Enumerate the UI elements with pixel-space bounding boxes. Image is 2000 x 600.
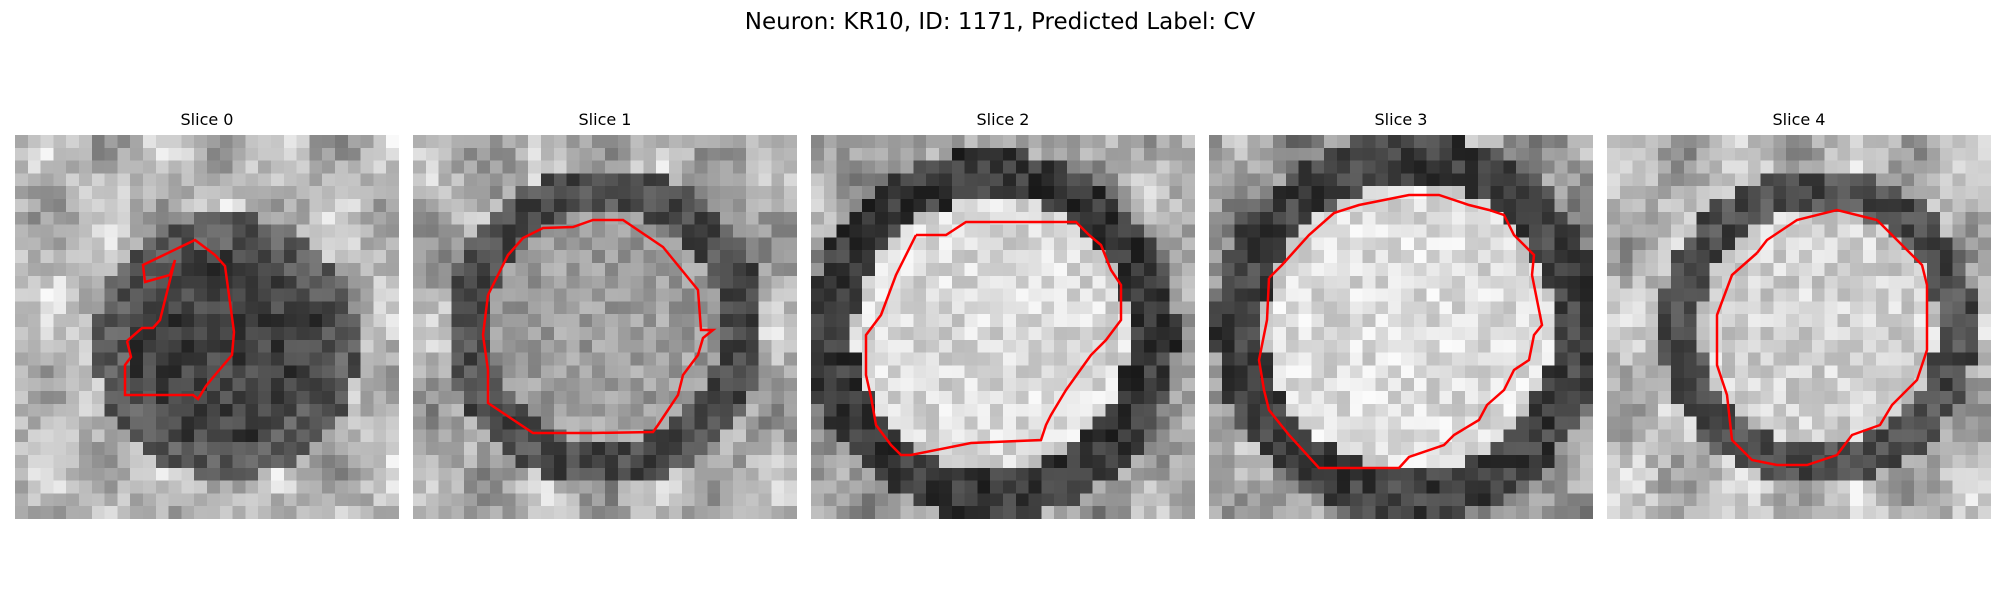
contour-line [864, 220, 1123, 457]
microscopy-image [413, 135, 797, 519]
slice-title: Slice 2 [976, 110, 1030, 129]
figure-title: Neuron: KR10, ID: 1171, Predicted Label:… [744, 9, 1256, 35]
microscopy-image [15, 135, 399, 519]
roi-contour [1257, 193, 1544, 470]
slice-panel-3: Slice 3 [1209, 110, 1593, 519]
roi-contour [123, 238, 236, 401]
contour-line [123, 238, 236, 401]
slice-title: Slice 0 [180, 110, 234, 129]
slice-image [1209, 135, 1593, 519]
slice-panel-0: Slice 0 [15, 110, 399, 519]
slice-panel-1: Slice 1 [413, 110, 797, 519]
microscopy-image [1209, 135, 1593, 519]
slice-title: Slice 1 [578, 110, 632, 129]
roi-contour [1715, 208, 1929, 467]
contour-line [1715, 208, 1929, 467]
slice-title: Slice 3 [1374, 110, 1428, 129]
contour-line [1257, 193, 1544, 470]
slice-image [413, 135, 797, 519]
slice-image [1607, 135, 1991, 519]
slice-image [811, 135, 1195, 519]
roi-contour [864, 220, 1123, 457]
slice-panel-4: Slice 4 [1607, 110, 1991, 519]
roi-contour [481, 218, 717, 435]
contour-line [481, 218, 717, 435]
slice-title: Slice 4 [1772, 110, 1826, 129]
slice-image [15, 135, 399, 519]
microscopy-image [811, 135, 1195, 519]
slice-panel-2: Slice 2 [811, 110, 1195, 519]
